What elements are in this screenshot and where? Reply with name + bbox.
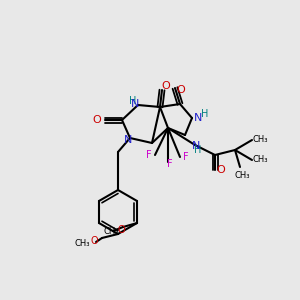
Text: O: O xyxy=(93,115,101,125)
Text: F: F xyxy=(167,159,173,169)
Text: O: O xyxy=(162,81,170,91)
Text: O: O xyxy=(217,165,225,175)
Text: O: O xyxy=(90,236,98,246)
Text: N: N xyxy=(194,113,202,123)
Text: O: O xyxy=(177,85,185,95)
Text: CH₃: CH₃ xyxy=(103,227,119,236)
Text: N: N xyxy=(124,135,132,145)
Text: CH₃: CH₃ xyxy=(252,136,268,145)
Text: F: F xyxy=(183,152,189,162)
Text: CH₃: CH₃ xyxy=(252,155,268,164)
Text: H: H xyxy=(194,145,202,155)
Text: CH₃: CH₃ xyxy=(234,170,250,179)
Text: H: H xyxy=(129,96,137,106)
Text: O: O xyxy=(117,225,125,235)
Text: F: F xyxy=(146,150,152,160)
Text: H: H xyxy=(201,109,209,119)
Text: CH₃: CH₃ xyxy=(74,238,90,247)
Text: N: N xyxy=(192,141,200,151)
Text: N: N xyxy=(131,99,139,109)
